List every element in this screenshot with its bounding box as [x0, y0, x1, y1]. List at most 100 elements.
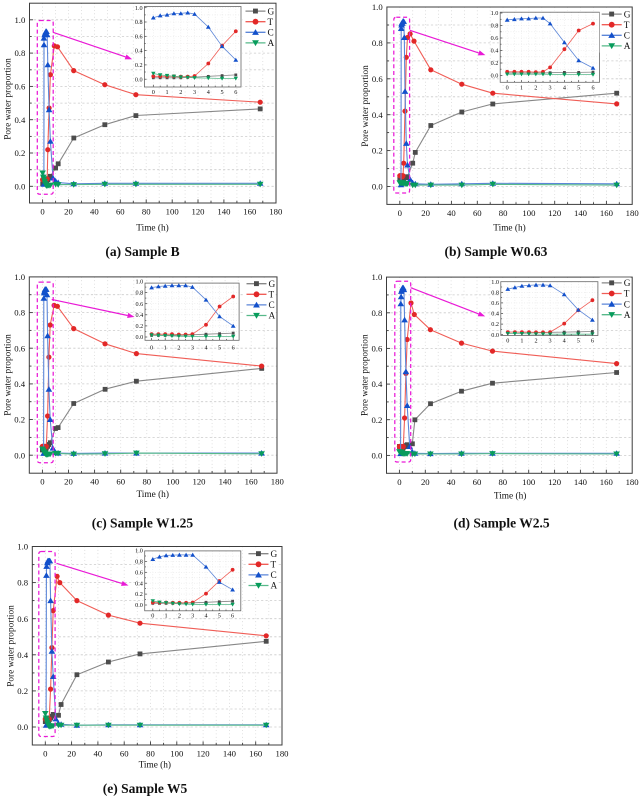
- svg-text:T: T: [271, 561, 277, 571]
- svg-text:G: G: [624, 10, 631, 20]
- svg-text:1.0: 1.0: [491, 10, 499, 17]
- svg-text:C: C: [624, 32, 630, 42]
- svg-text:C: C: [624, 300, 630, 310]
- svg-text:0.4: 0.4: [491, 311, 499, 318]
- svg-text:1: 1: [165, 612, 168, 619]
- svg-text:0.6: 0.6: [135, 569, 143, 576]
- svg-text:5: 5: [218, 612, 221, 619]
- svg-text:(b) Sample W0.63: (b) Sample W0.63: [445, 244, 548, 259]
- svg-text:A: A: [271, 582, 278, 592]
- svg-text:0.8: 0.8: [491, 289, 499, 296]
- svg-text:5: 5: [218, 345, 221, 352]
- svg-text:0.6: 0.6: [135, 33, 143, 40]
- svg-text:120: 120: [548, 208, 562, 218]
- svg-text:0.2: 0.2: [135, 323, 143, 330]
- svg-text:0.4: 0.4: [17, 650, 29, 660]
- svg-text:1.0: 1.0: [371, 272, 383, 282]
- svg-text:0.0: 0.0: [491, 73, 499, 80]
- svg-text:0: 0: [398, 208, 403, 218]
- svg-text:180: 180: [626, 208, 640, 218]
- svg-text:1.0: 1.0: [491, 279, 499, 286]
- svg-text:2: 2: [178, 612, 181, 619]
- svg-text:Time (h): Time (h): [493, 223, 525, 234]
- svg-text:160: 160: [245, 477, 259, 487]
- svg-text:60: 60: [116, 207, 125, 217]
- svg-text:0.6: 0.6: [14, 343, 26, 353]
- svg-text:C: C: [269, 301, 275, 311]
- svg-text:0.8: 0.8: [14, 48, 26, 58]
- svg-text:0.8: 0.8: [135, 559, 143, 566]
- svg-text:G: G: [271, 550, 278, 560]
- svg-text:1.0: 1.0: [372, 2, 384, 12]
- svg-text:0.4: 0.4: [135, 580, 143, 587]
- svg-text:6: 6: [232, 345, 235, 352]
- svg-text:T: T: [269, 291, 275, 301]
- svg-text:3: 3: [193, 89, 196, 96]
- svg-text:1: 1: [166, 89, 169, 96]
- svg-text:1.0: 1.0: [14, 15, 26, 25]
- svg-text:0: 0: [506, 338, 509, 345]
- svg-text:0.4: 0.4: [135, 312, 143, 319]
- svg-text:0.0: 0.0: [17, 722, 29, 732]
- svg-text:180: 180: [275, 749, 289, 759]
- svg-text:0: 0: [397, 477, 402, 487]
- svg-text:T: T: [624, 21, 630, 31]
- svg-text:0.0: 0.0: [14, 181, 26, 191]
- svg-text:100: 100: [166, 477, 180, 487]
- svg-text:(e) Sample W5: (e) Sample W5: [103, 781, 188, 796]
- svg-text:Pore water proportion: Pore water proportion: [361, 65, 371, 147]
- svg-text:0.2: 0.2: [135, 591, 143, 598]
- svg-text:60: 60: [473, 477, 482, 487]
- svg-text:5: 5: [221, 89, 224, 96]
- svg-text:C: C: [268, 29, 274, 39]
- svg-text:0.8: 0.8: [491, 23, 499, 30]
- svg-text:A: A: [269, 312, 276, 322]
- svg-text:6: 6: [234, 89, 237, 96]
- svg-text:Time (h): Time (h): [136, 489, 168, 500]
- svg-text:100: 100: [170, 749, 184, 759]
- svg-text:0.4: 0.4: [14, 379, 26, 389]
- svg-text:0: 0: [151, 612, 154, 619]
- svg-text:0.6: 0.6: [491, 35, 499, 42]
- svg-text:80: 80: [498, 477, 507, 487]
- svg-text:A: A: [624, 311, 631, 321]
- svg-text:1.0: 1.0: [135, 279, 143, 286]
- svg-text:140: 140: [223, 749, 237, 759]
- svg-text:0.2: 0.2: [491, 60, 499, 67]
- svg-text:0.6: 0.6: [14, 82, 26, 92]
- svg-text:4: 4: [563, 85, 566, 92]
- svg-text:60: 60: [120, 749, 129, 759]
- svg-text:Pore water proportion: Pore water proportion: [361, 334, 371, 416]
- svg-text:T: T: [268, 18, 274, 28]
- svg-text:0: 0: [40, 207, 45, 217]
- svg-text:4: 4: [207, 89, 210, 96]
- svg-text:100: 100: [522, 208, 536, 218]
- svg-text:3: 3: [191, 612, 194, 619]
- svg-text:0.8: 0.8: [135, 19, 143, 26]
- svg-text:0.8: 0.8: [17, 578, 29, 588]
- svg-text:C: C: [271, 571, 277, 581]
- svg-text:60: 60: [473, 208, 482, 218]
- svg-text:6: 6: [591, 338, 594, 345]
- svg-text:0.0: 0.0: [491, 332, 499, 339]
- svg-text:180: 180: [271, 477, 285, 487]
- svg-text:20: 20: [64, 477, 73, 487]
- svg-text:2: 2: [179, 89, 182, 96]
- svg-text:80: 80: [142, 207, 151, 217]
- svg-text:1.0: 1.0: [17, 542, 29, 552]
- svg-text:180: 180: [626, 477, 640, 487]
- svg-text:0.8: 0.8: [14, 308, 26, 318]
- svg-text:0.4: 0.4: [135, 48, 143, 55]
- svg-text:140: 140: [219, 477, 233, 487]
- svg-text:0.0: 0.0: [372, 182, 384, 192]
- svg-text:0.8: 0.8: [372, 38, 384, 48]
- svg-text:0.0: 0.0: [135, 334, 143, 341]
- svg-text:20: 20: [67, 749, 76, 759]
- svg-text:A: A: [624, 42, 631, 52]
- svg-text:0: 0: [506, 85, 509, 92]
- svg-text:20: 20: [421, 477, 430, 487]
- svg-text:1: 1: [520, 338, 523, 345]
- svg-text:0.2: 0.2: [491, 321, 499, 328]
- svg-text:1.0: 1.0: [135, 548, 143, 555]
- svg-text:Time (h): Time (h): [494, 491, 526, 502]
